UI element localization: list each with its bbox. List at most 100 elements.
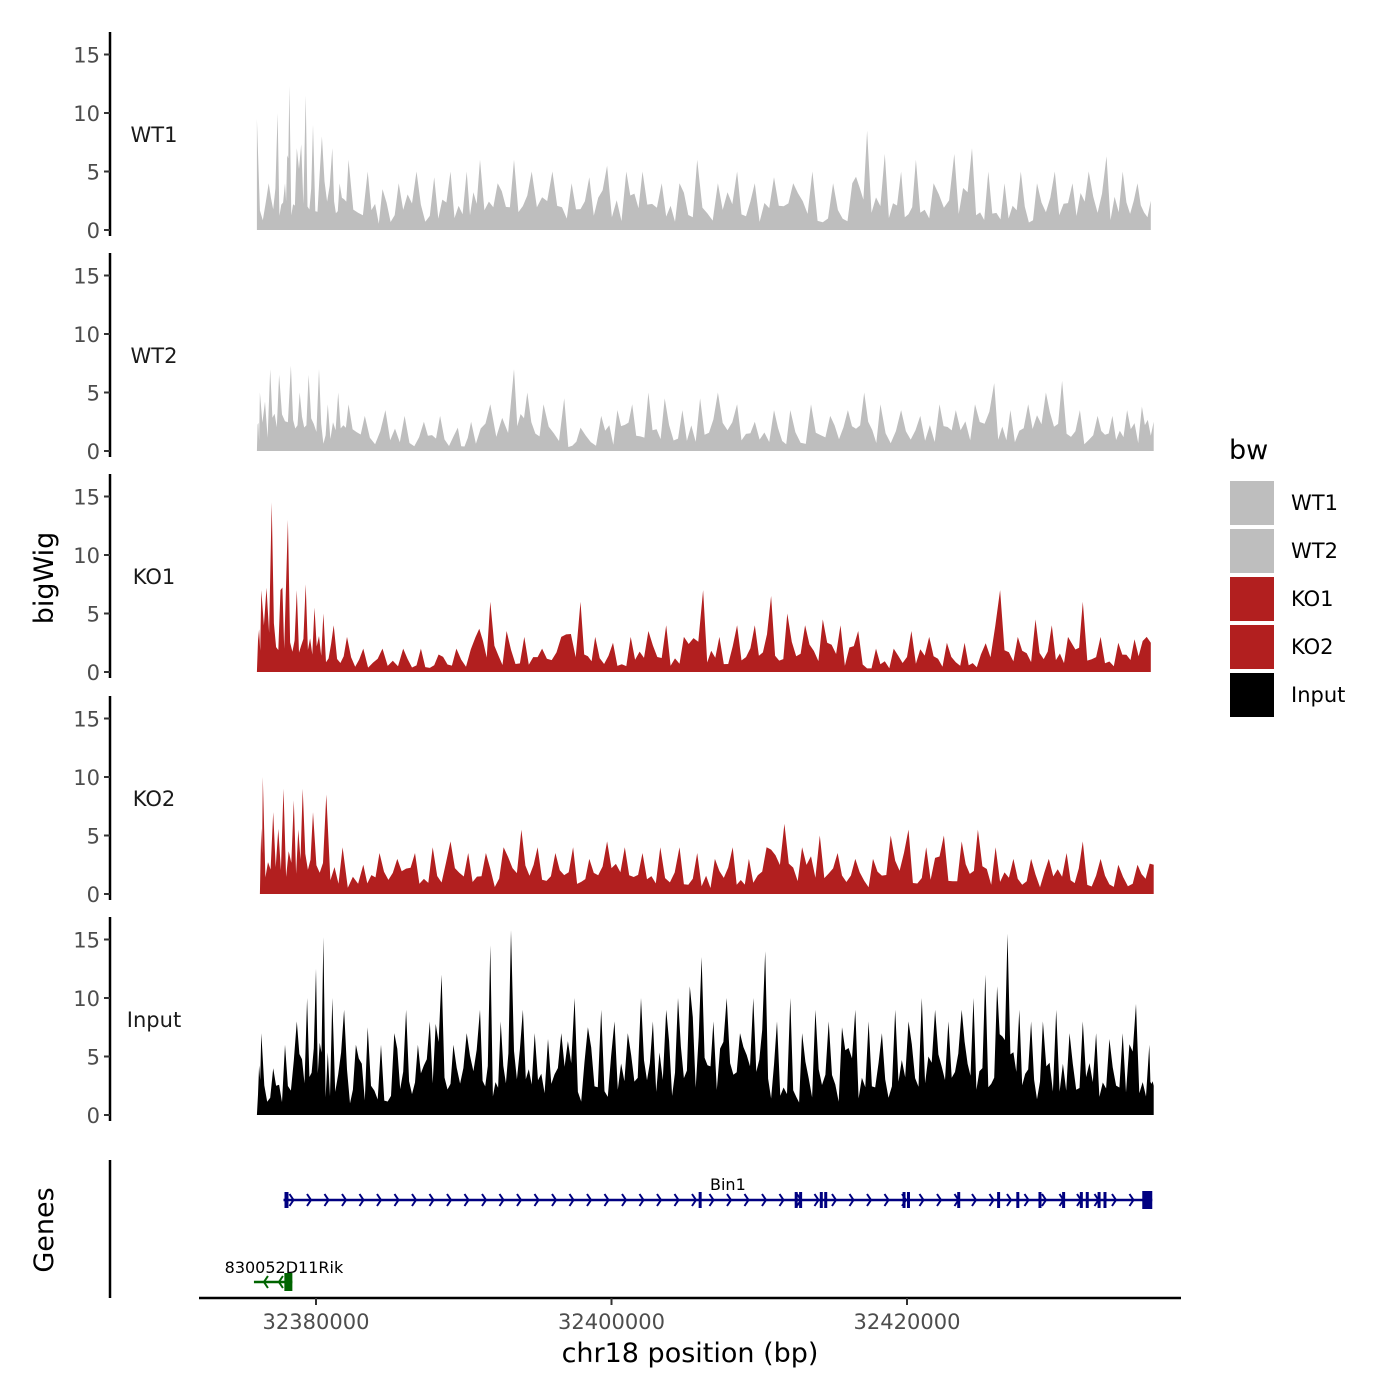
exon [284, 1192, 289, 1208]
strand-arrow [673, 1193, 680, 1207]
strand-arrow [971, 1193, 978, 1207]
strand-arrow [761, 1193, 768, 1207]
strand-arrow [883, 1193, 890, 1207]
track-panels: 0 5 10 15 WT1 0 5 10 15 WT2 0 5 10 15 KO1 0 5 10 15 KO2 0 5 10… [73, 32, 1154, 1128]
exon [1085, 1192, 1089, 1208]
exon [1038, 1192, 1042, 1208]
legend-label: Input [1291, 683, 1345, 707]
y-tick-label: 5 [87, 382, 100, 406]
x-tick-label: 32400000 [558, 1310, 665, 1334]
strand-arrow [603, 1193, 610, 1207]
legend-label: KO2 [1291, 635, 1334, 659]
y-tick-label: 15 [73, 486, 100, 510]
genes-panel: Bin1 830052D11Rik [108, 1160, 1153, 1298]
strand-arrow [831, 1193, 838, 1207]
strand-arrow [1006, 1193, 1013, 1207]
strand-arrow [262, 1275, 269, 1289]
exon [819, 1192, 823, 1208]
exon [1097, 1192, 1101, 1208]
track-label: WT2 [131, 344, 178, 368]
track-label: KO2 [133, 787, 176, 811]
legend-item-wt1: WT1 [1228, 479, 1338, 527]
legend-swatch [1228, 479, 1276, 527]
exon [1062, 1192, 1066, 1208]
strand-arrow [516, 1193, 523, 1207]
legend-label: WT1 [1291, 491, 1338, 515]
y-tick-label: 10 [73, 544, 100, 568]
exon [698, 1192, 702, 1208]
track-panel-input: 0 5 10 15 Input [73, 917, 1154, 1128]
track-label: Input [127, 1008, 181, 1032]
exon [902, 1192, 906, 1208]
strand-arrow [428, 1193, 435, 1207]
gene-830052d11rik: 830052D11Rik [225, 1258, 344, 1291]
y-tick-label: 5 [87, 1046, 100, 1070]
y-tick-label: 10 [73, 766, 100, 790]
exon [1103, 1192, 1107, 1208]
legend-item-ko2: KO2 [1228, 623, 1334, 671]
track-panel-wt1: 0 5 10 15 WT1 [73, 32, 1151, 243]
strand-arrow [358, 1193, 365, 1207]
legend-item-ko1: KO1 [1228, 575, 1334, 623]
y-tick-label: 10 [73, 102, 100, 126]
strand-arrow [848, 1193, 855, 1207]
strand-arrow [656, 1193, 663, 1207]
strand-arrow [586, 1193, 593, 1207]
y-tick-label: 5 [87, 161, 100, 185]
strand-arrow [411, 1193, 418, 1207]
y-tick-label: 15 [73, 44, 100, 68]
track-label: KO1 [133, 565, 176, 589]
exon [794, 1192, 798, 1208]
strand-arrow [918, 1193, 925, 1207]
strand-arrow [551, 1193, 558, 1207]
y-tick-label: 10 [73, 323, 100, 347]
y-tick-label: 5 [87, 603, 100, 627]
x-axis-title: chr18 position (bp) [562, 1338, 819, 1369]
exon [1079, 1192, 1083, 1208]
exon [824, 1192, 828, 1208]
strand-arrow [533, 1193, 540, 1207]
legend-title: bw [1229, 435, 1268, 466]
strand-arrow [936, 1193, 943, 1207]
exon [284, 1273, 293, 1291]
strand-arrow [1128, 1193, 1135, 1207]
track-panel-ko2: 0 5 10 15 KO2 [73, 696, 1154, 907]
exon [997, 1192, 1001, 1208]
track-panel-wt2: 0 5 10 15 WT2 [73, 253, 1154, 464]
coverage-area-wt2 [256, 365, 1154, 451]
y-tick-label: 10 [73, 987, 100, 1011]
coverage-area-wt1 [256, 86, 1151, 230]
y-tick-label: 15 [73, 265, 100, 289]
y-tick-label: 0 [87, 661, 100, 685]
strand-arrow [463, 1193, 470, 1207]
y-tick-label: 0 [87, 883, 100, 907]
strand-arrow [568, 1193, 575, 1207]
genes-axis-title: Genes [29, 1187, 60, 1272]
y-tick-label: 0 [87, 219, 100, 243]
legend-swatch [1228, 623, 1276, 671]
legend-swatch [1228, 575, 1276, 623]
track-panel-ko1: 0 5 10 15 KO1 [73, 474, 1151, 685]
strand-arrow [306, 1193, 313, 1207]
coverage-area-ko1 [256, 502, 1151, 672]
strand-arrow [1111, 1193, 1118, 1207]
y-tick-label: 5 [87, 825, 100, 849]
strand-arrow [638, 1193, 645, 1207]
gene-bin1: Bin1 [283, 1175, 1153, 1209]
strand-arrow [621, 1193, 628, 1207]
strand-arrow [866, 1193, 873, 1207]
strand-arrow [446, 1193, 453, 1207]
coverage-area-input [256, 930, 1154, 1115]
y-tick-label: 15 [73, 929, 100, 953]
gene-label: 830052D11Rik [225, 1258, 344, 1277]
strand-arrow [743, 1193, 750, 1207]
legend-swatch [1228, 527, 1276, 575]
legend-item-wt2: WT2 [1228, 527, 1338, 575]
legend-swatch [1228, 671, 1276, 719]
strand-arrow [988, 1193, 995, 1207]
strand-arrow [726, 1193, 733, 1207]
strand-arrow [813, 1193, 820, 1207]
x-tick-label: 32420000 [854, 1310, 961, 1334]
exon [1016, 1192, 1020, 1208]
strand-arrow [277, 1275, 284, 1289]
